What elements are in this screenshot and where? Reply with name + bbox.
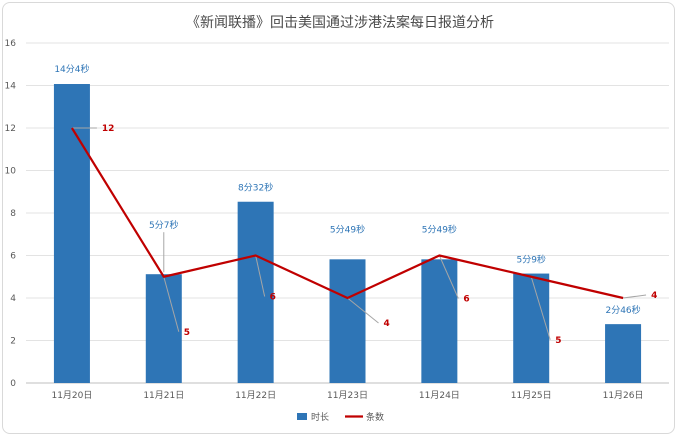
line-label-5: 6: [463, 295, 469, 305]
gridlines: [26, 42, 669, 384]
chart-title: 《新闻联播》回击美国通过涉港法案每日报道分析: [186, 14, 494, 31]
line-label-1: 12: [102, 124, 115, 134]
line-data-labels: 12 5 6 4 6 5 4: [102, 124, 657, 346]
x-tick-label-7: 11月26日: [603, 390, 644, 401]
x-tick-label-2: 11月21日: [143, 390, 184, 401]
x-tick-label-1: 11月20日: [51, 390, 92, 401]
bar-series: [53, 84, 642, 383]
y-tick-label-4: 4: [10, 294, 16, 304]
line-label-leader-5: [438, 255, 459, 299]
line-label-leader-2: [163, 276, 180, 332]
bar-1: [53, 84, 90, 383]
y-tick-label-12: 12: [5, 124, 16, 134]
bar-label-2: 5分7秒: [149, 219, 178, 231]
line-label-7: 4: [651, 291, 657, 301]
line-label-6: 5: [555, 336, 561, 346]
bar-2: [145, 274, 182, 383]
y-tick-label-14: 14: [5, 82, 17, 92]
x-axis-ticks: 11月20日 11月21日 11月22日 11月23日 11月24日 11月25日 11月2…: [51, 390, 643, 401]
bar-data-labels: 14分4秒 5分7秒 8分32秒 5分49秒 5分49秒 5分9秒 2分46秒: [54, 63, 640, 316]
legend-swatch-bar: [297, 413, 307, 420]
bar-4: [329, 259, 366, 383]
line-label-3: 6: [270, 293, 276, 303]
line-label-leader-4: [347, 297, 379, 324]
bar-6: [513, 273, 550, 383]
legend-label-bar: 时长: [311, 411, 329, 423]
line-label-4: 4: [384, 319, 390, 329]
bar-label-1: 14分4秒: [54, 63, 89, 75]
line-label-2: 5: [184, 328, 190, 338]
line-label-leader-7: [623, 294, 647, 299]
y-tick-label-16: 16: [5, 39, 17, 49]
bar-label-5: 5分49秒: [422, 223, 457, 235]
y-axis-ticks: 0 2 4 6 8 10 12 14 16: [5, 39, 17, 389]
y-tick-label-10: 10: [5, 167, 17, 177]
bar-label-7: 2分46秒: [605, 304, 640, 316]
bar-3: [237, 201, 274, 383]
x-tick-label-6: 11月25日: [511, 390, 552, 401]
line-path: [70, 127, 624, 300]
y-tick-label-0: 0: [10, 379, 16, 389]
bar-label-4: 5分49秒: [330, 223, 365, 235]
legend: 时长 条数: [297, 411, 384, 423]
line-series: [70, 127, 624, 300]
bar-label-6: 5分9秒: [516, 254, 545, 266]
x-tick-label-5: 11月24日: [419, 390, 460, 401]
y-tick-label-6: 6: [10, 252, 16, 262]
y-tick-label-2: 2: [10, 337, 16, 347]
x-tick-label-3: 11月22日: [235, 390, 276, 401]
y-tick-label-8: 8: [10, 209, 16, 219]
line-label-leaders: [71, 127, 647, 340]
x-tick-label-4: 11月23日: [327, 390, 368, 401]
bar-label-3: 8分32秒: [238, 182, 273, 194]
legend-label-line: 条数: [366, 411, 384, 423]
bar-7: [605, 324, 642, 383]
line-label-leader-3: [255, 255, 266, 297]
line-label-leader-6: [530, 276, 551, 340]
bar-5: [421, 259, 458, 383]
